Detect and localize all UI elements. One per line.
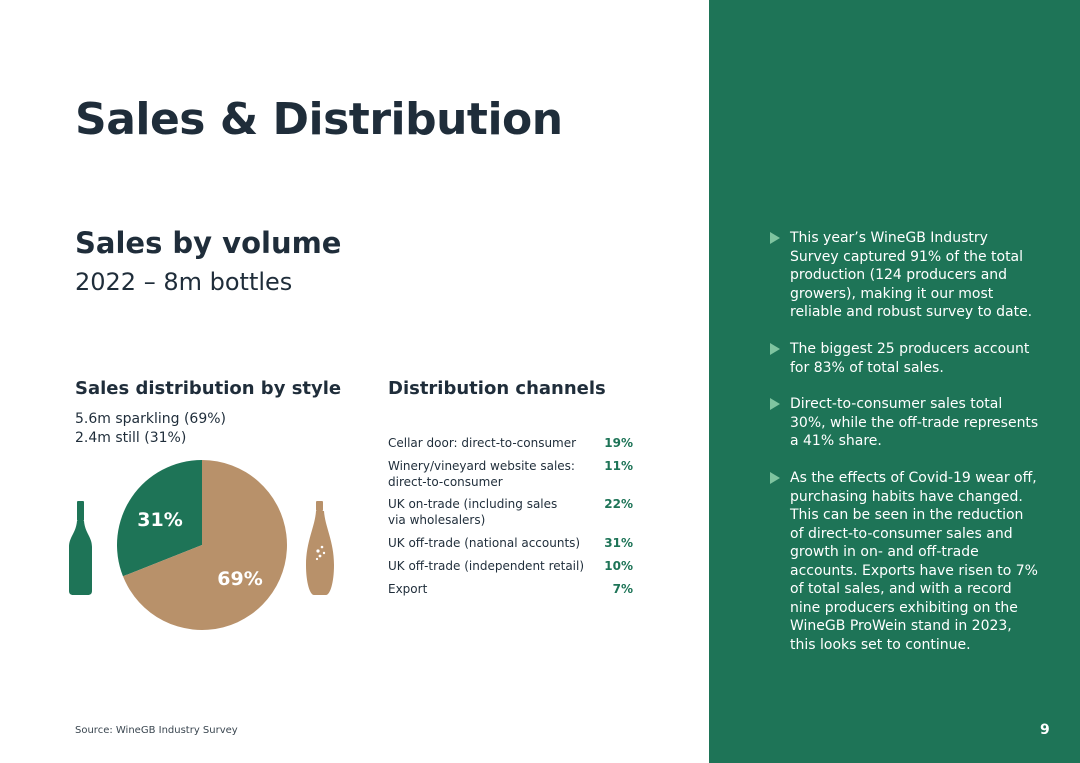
sparkling-volume-line: 5.6m sparkling (69%) [75, 411, 227, 427]
triangle-bullet-icon [770, 472, 780, 484]
channel-label: UK off-trade (independent retail) [388, 559, 585, 573]
main-panel: Sales & Distribution Sales by volume 202… [69, 94, 633, 736]
channel-label: Export [388, 582, 428, 596]
bullet-text: Direct-to-consumer sales total 30%, whil… [790, 396, 1039, 449]
style-distribution-heading: Sales distribution by style [75, 378, 342, 399]
sidebar-panel [709, 0, 1080, 763]
channel-value: 22% [604, 497, 633, 511]
source-note: Source: WineGB Industry Survey [75, 725, 238, 736]
pie-slice-sparkling [122, 460, 288, 630]
channel-label: UK off-trade (national accounts) [388, 536, 581, 550]
channel-label: Cellar door: direct-to-consumer [388, 436, 577, 450]
triangle-bullet-icon [770, 232, 780, 244]
page-number: 9 [1040, 722, 1050, 738]
pie-slice-still [117, 460, 202, 577]
still-volume-line: 2.4m still (31%) [75, 430, 187, 446]
channel-label: UK on-trade (including sales via wholesa… [388, 497, 558, 527]
style-pie-chart: 31% 69% [69, 460, 334, 630]
distribution-channels-heading: Distribution channels [388, 378, 606, 399]
pie-label-sparkling: 69% [217, 568, 262, 590]
channel-label: Winery/vineyard website sales: direct-to… [388, 459, 575, 489]
bullet-text: The biggest 25 producers account for 83%… [790, 341, 1030, 376]
still-wine-bottle-icon [69, 501, 92, 595]
channel-value: 19% [604, 436, 633, 450]
triangle-bullet-icon [770, 343, 780, 355]
bullet-text: As the effects of Covid-19 wear off, pur… [790, 470, 1038, 653]
pie-label-still: 31% [137, 509, 182, 531]
channel-value: 11% [604, 459, 633, 473]
sparkling-wine-bottle-icon [306, 501, 334, 595]
triangle-bullet-icon [770, 398, 780, 410]
bullet-text: This year’s WineGB Industry Survey captu… [790, 230, 1033, 320]
sales-by-volume-subheading: 2022 – 8m bottles [75, 268, 293, 296]
channel-value: 31% [604, 536, 633, 550]
channel-value: 7% [612, 582, 633, 596]
pie: 31% 69% [117, 460, 288, 630]
channel-value: 10% [604, 559, 633, 573]
sales-by-volume-heading: Sales by volume [75, 226, 342, 260]
page-title: Sales & Distribution [75, 94, 563, 145]
